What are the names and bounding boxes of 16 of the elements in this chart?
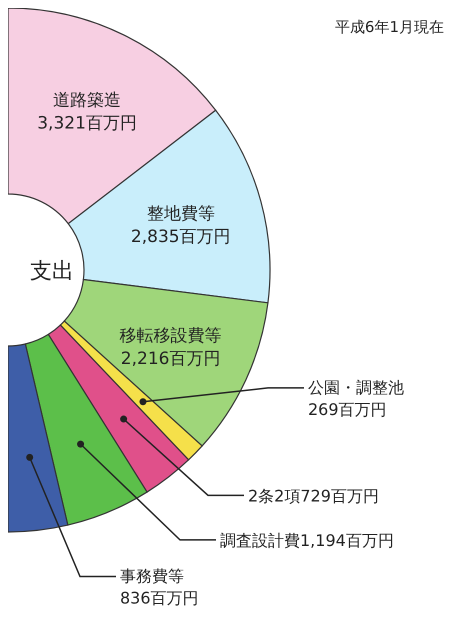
text: 平成6年1月現在 [334,18,444,36]
slice-label: 移転移設費等 [120,326,222,346]
data-label: 729百万円 [300,486,379,506]
slice-label: 公園・調整池 [308,378,404,397]
slice-label: 事務費等 [120,566,184,586]
data-label: 2,216百万円 [120,348,220,369]
slice-label: 2条2項 [248,486,300,506]
slice-label: 道路築造 [53,90,122,110]
slice-label: 調査設計費 [220,530,300,550]
data-label: 2,835百万円 [130,227,231,248]
data-label: 3,321百万円 [37,113,137,134]
data-label: 269百万円 [308,400,387,419]
data-label: 1,194百万円 [300,530,394,550]
data-label: 836百万円 [120,588,199,608]
slice-label: 整地費等 [146,204,215,224]
text: 支出 [30,259,74,284]
